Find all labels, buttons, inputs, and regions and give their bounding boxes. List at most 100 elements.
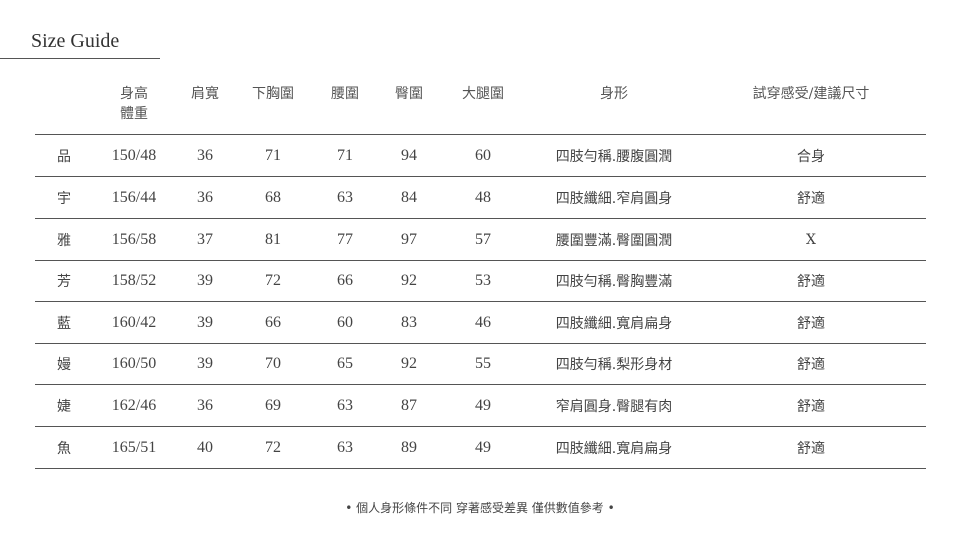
cell-body-shape: 四肢勻稱.臀胸豐滿 <box>555 274 673 290</box>
table-row: 宇 156/44 36 68 63 84 48 四肢纖細.窄肩圓身 舒適 <box>0 177 960 218</box>
cell-fit-feel: 舒適 <box>797 274 825 290</box>
cell-body-shape: 四肢纖細.寬肩扁身 <box>555 440 673 457</box>
title-underline <box>0 58 160 59</box>
cell-thigh: 48 <box>475 188 491 206</box>
cell-thigh: 49 <box>475 396 491 414</box>
cell-fit-feel: 舒適 <box>797 190 825 207</box>
cell-thigh: 57 <box>475 230 491 248</box>
cell-shoulder: 36 <box>197 396 213 414</box>
row-divider <box>35 176 926 177</box>
cell-fit-feel: 舒適 <box>797 398 825 415</box>
cell-waist: 60 <box>337 313 353 331</box>
cell-name: 宇 <box>57 190 71 207</box>
header-thigh: 大腿圍 <box>462 86 504 102</box>
cell-body-shape: 四肢勻稱.梨形身材 <box>555 357 673 373</box>
table-row: 品 150/48 36 71 71 94 60 四肢勻稱.腰腹圓潤 合身 <box>0 135 960 176</box>
row-divider <box>35 426 926 427</box>
row-divider <box>35 260 926 261</box>
header-hip: 臀圍 <box>395 86 423 102</box>
cell-height-weight: 165/51 <box>111 438 157 456</box>
cell-waist: 71 <box>337 146 353 164</box>
cell-waist: 66 <box>337 272 353 289</box>
cell-underbust: 72 <box>265 272 281 289</box>
header-waist: 腰圍 <box>331 86 359 102</box>
cell-hip: 87 <box>401 396 417 414</box>
cell-body-shape: 窄肩圓身.臀腿有肉 <box>555 398 673 415</box>
cell-hip: 92 <box>401 355 417 372</box>
cell-shoulder: 39 <box>197 355 213 372</box>
cell-shoulder: 36 <box>197 188 213 206</box>
cell-name: 嫚 <box>57 357 71 373</box>
cell-shoulder: 37 <box>197 230 213 248</box>
cell-height-weight: 160/42 <box>111 313 157 331</box>
cell-hip: 84 <box>401 188 417 206</box>
header-shoulder: 肩寬 <box>191 86 219 102</box>
row-divider <box>35 218 926 219</box>
cell-underbust: 71 <box>265 146 281 164</box>
cell-body-shape: 四肢纖細.窄肩圓身 <box>555 190 673 207</box>
cell-height-weight: 158/52 <box>111 272 157 289</box>
header-height-weight: 身高 體重 <box>120 86 148 122</box>
cell-waist: 63 <box>337 438 353 456</box>
cell-underbust: 69 <box>265 396 281 414</box>
row-divider <box>35 134 926 135</box>
cell-underbust: 68 <box>265 188 281 206</box>
cell-waist: 65 <box>337 355 353 372</box>
cell-thigh: 55 <box>475 355 491 372</box>
cell-height-weight: 162/46 <box>111 396 157 414</box>
cell-name: 芳 <box>57 274 71 290</box>
cell-fit-feel: X <box>806 231 816 248</box>
cell-thigh: 46 <box>475 313 491 331</box>
row-divider <box>35 384 926 385</box>
cell-thigh: 53 <box>475 272 491 289</box>
cell-underbust: 81 <box>265 230 281 248</box>
table-row: 婕 162/46 36 69 63 87 49 窄肩圓身.臀腿有肉 舒適 <box>0 385 960 426</box>
cell-waist: 63 <box>337 188 353 206</box>
cell-fit-feel: 舒適 <box>797 315 825 332</box>
row-divider <box>35 301 926 302</box>
cell-name: 雅 <box>57 232 71 249</box>
cell-shoulder: 36 <box>197 146 213 164</box>
cell-height-weight: 156/44 <box>111 188 157 206</box>
cell-shoulder: 39 <box>197 313 213 331</box>
cell-height-weight: 160/50 <box>111 355 157 372</box>
cell-thigh: 49 <box>475 438 491 456</box>
cell-hip: 92 <box>401 272 417 289</box>
cell-underbust: 70 <box>265 355 281 372</box>
table-row: 雅 156/58 37 81 77 97 57 腰圍豐滿.臀圍圓潤 X <box>0 219 960 260</box>
cell-hip: 94 <box>401 146 417 164</box>
table-row: 魚 165/51 40 72 63 89 49 四肢纖細.寬肩扁身 舒適 <box>0 427 960 468</box>
page-title: Size Guide <box>31 30 120 52</box>
footnote: • 個人身形條件不同 穿著感受差異 僅供數值參考 • <box>345 501 615 515</box>
cell-thigh: 60 <box>475 146 491 164</box>
cell-body-shape: 四肢勻稱.腰腹圓潤 <box>555 148 673 165</box>
cell-name: 品 <box>57 148 71 165</box>
cell-shoulder: 39 <box>197 272 213 289</box>
cell-hip: 89 <box>401 438 417 456</box>
header-fit-feel: 試穿感受/建議尺寸 <box>752 86 870 102</box>
cell-height-weight: 156/58 <box>111 230 157 248</box>
header-underbust: 下胸圍 <box>252 86 294 102</box>
cell-name: 婕 <box>57 398 71 415</box>
cell-body-shape: 腰圍豐滿.臀圍圓潤 <box>555 232 673 249</box>
cell-underbust: 66 <box>265 313 281 331</box>
cell-name: 藍 <box>57 315 71 332</box>
cell-fit-feel: 舒適 <box>797 440 825 457</box>
row-divider <box>35 468 926 469</box>
cell-height-weight: 150/48 <box>111 146 157 164</box>
table-row: 藍 160/42 39 66 60 83 46 四肢纖細.寬肩扁身 舒適 <box>0 302 960 343</box>
cell-hip: 83 <box>401 313 417 331</box>
cell-shoulder: 40 <box>197 438 213 456</box>
cell-name: 魚 <box>57 440 71 457</box>
header-body-shape: 身形 <box>600 86 628 102</box>
row-divider <box>35 343 926 344</box>
cell-fit-feel: 合身 <box>797 148 825 165</box>
cell-body-shape: 四肢纖細.寬肩扁身 <box>555 315 673 332</box>
table-row: 芳 158/52 39 72 66 92 53 四肢勻稱.臀胸豐滿 舒適 <box>0 261 960 301</box>
cell-fit-feel: 舒適 <box>797 357 825 373</box>
cell-hip: 97 <box>401 230 417 248</box>
cell-waist: 77 <box>337 230 353 248</box>
cell-waist: 63 <box>337 396 353 414</box>
cell-underbust: 72 <box>265 438 281 456</box>
table-row: 嫚 160/50 39 70 65 92 55 四肢勻稱.梨形身材 舒適 <box>0 344 960 384</box>
